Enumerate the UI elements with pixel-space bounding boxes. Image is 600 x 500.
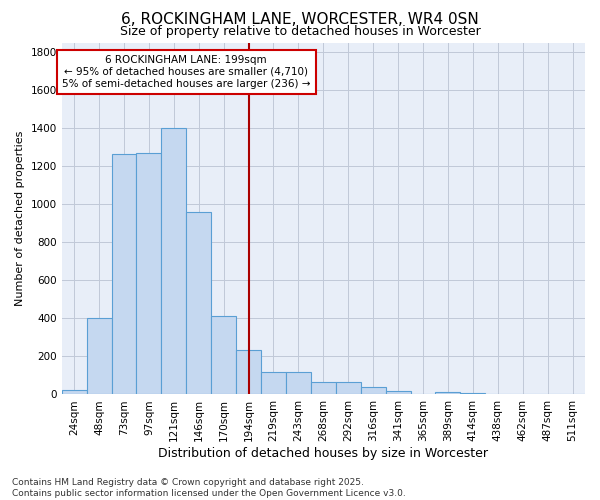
Bar: [436, 392, 460, 394]
Text: 6 ROCKINGHAM LANE: 199sqm
← 95% of detached houses are smaller (4,710)
5% of sem: 6 ROCKINGHAM LANE: 199sqm ← 95% of detac…: [62, 56, 311, 88]
Bar: [136, 153, 161, 394]
Bar: [112, 154, 136, 394]
Bar: [460, 392, 485, 394]
Bar: [386, 390, 410, 394]
Bar: [62, 390, 86, 394]
Bar: [186, 212, 211, 394]
Bar: [261, 372, 286, 394]
Text: Contains HM Land Registry data © Crown copyright and database right 2025.
Contai: Contains HM Land Registry data © Crown c…: [12, 478, 406, 498]
Bar: [311, 382, 336, 394]
Bar: [336, 382, 361, 394]
Bar: [86, 318, 112, 394]
Bar: [161, 128, 186, 394]
Text: 6, ROCKINGHAM LANE, WORCESTER, WR4 0SN: 6, ROCKINGHAM LANE, WORCESTER, WR4 0SN: [121, 12, 479, 28]
Y-axis label: Number of detached properties: Number of detached properties: [15, 131, 25, 306]
X-axis label: Distribution of detached houses by size in Worcester: Distribution of detached houses by size …: [158, 447, 488, 460]
Text: Size of property relative to detached houses in Worcester: Size of property relative to detached ho…: [119, 25, 481, 38]
Bar: [361, 387, 386, 394]
Bar: [211, 316, 236, 394]
Bar: [286, 372, 311, 394]
Bar: [236, 350, 261, 395]
